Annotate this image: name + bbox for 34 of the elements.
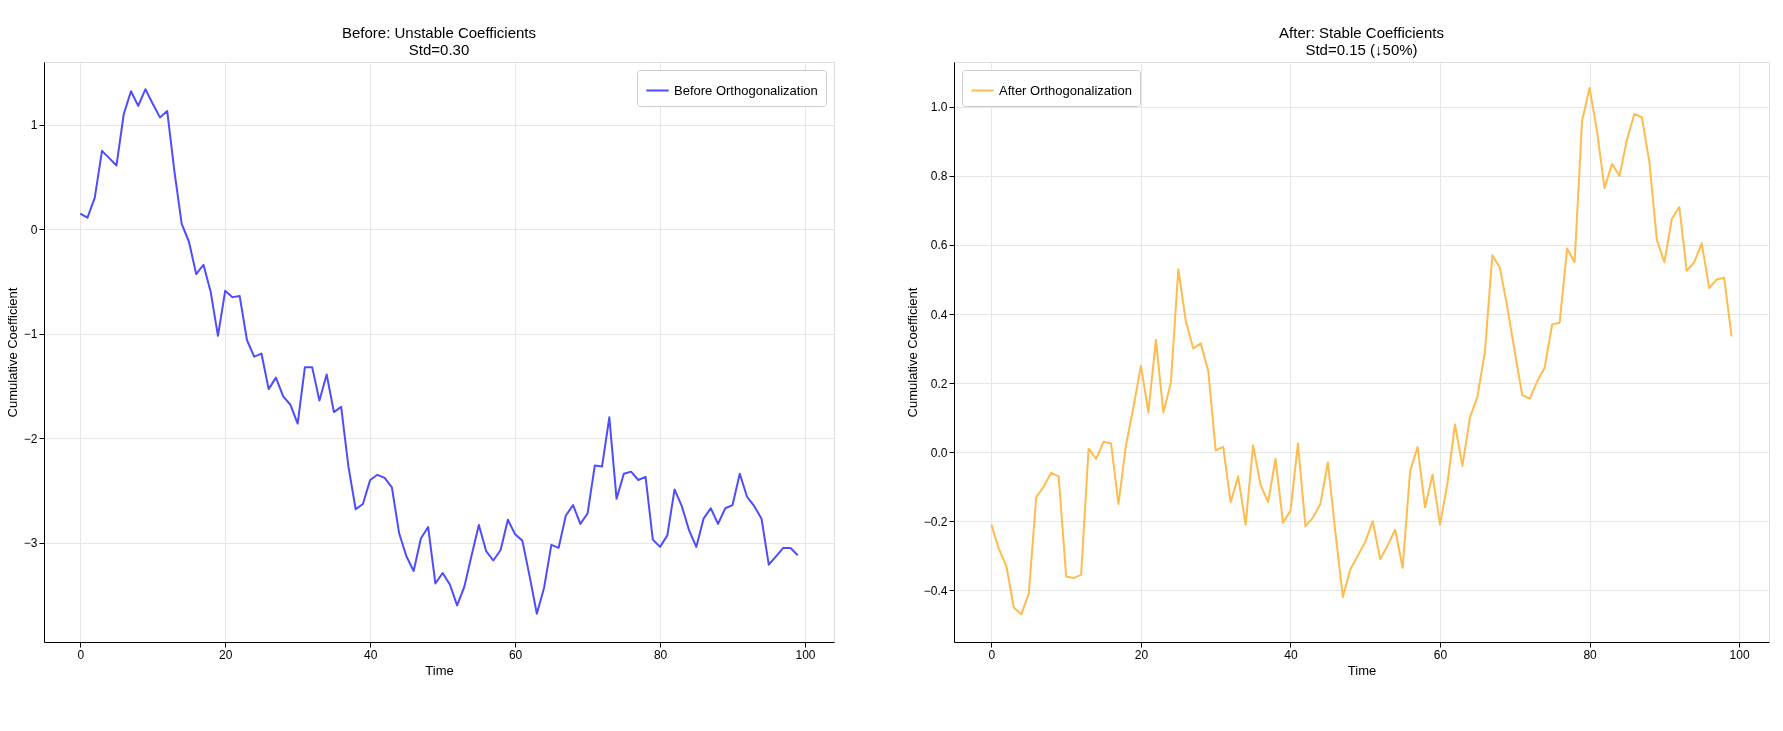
x-tick-label: 20 <box>219 647 233 662</box>
legend-label: Before Orthogonalization <box>674 82 818 98</box>
y-tick-label: −2 <box>23 431 38 446</box>
x-axis-title: Time <box>1347 662 1377 678</box>
x-tick-label: 60 <box>508 647 523 662</box>
y-tick-label: −0.2 <box>923 514 948 529</box>
y-tick-label: 1.0 <box>930 100 948 115</box>
x-tick-label: 80 <box>653 647 668 662</box>
x-axis-title: Time <box>425 662 454 678</box>
y-axis-title: Cumulative Coefficient <box>4 287 20 418</box>
chart-title: After: Stable Coefficients Std=0.15 (↓50%) <box>1279 24 1444 58</box>
y-tick-label: −3 <box>23 536 38 551</box>
y-tick-label: −0.4 <box>923 583 948 598</box>
x-tick-label: 20 <box>1134 647 1149 662</box>
y-tick-label: 0.4 <box>930 307 948 322</box>
chart-title: Before: Unstable Coefficients Std=0.30 <box>342 24 536 58</box>
legend-label: After Orthogonalization <box>999 82 1132 98</box>
y-tick-label: −1 <box>23 327 38 342</box>
x-tick-label: 40 <box>363 647 378 662</box>
y-tick-label: 0.0 <box>930 445 948 460</box>
x-tick-label: 40 <box>1284 647 1298 662</box>
line-series <box>990 86 1733 616</box>
x-tick-label: 0 <box>77 647 85 662</box>
y-tick-label: 1 <box>30 118 38 133</box>
y-tick-label: 0.2 <box>930 376 948 391</box>
x-tick-label: 100 <box>1729 647 1750 662</box>
x-tick-label: 0 <box>988 647 996 662</box>
y-tick-label: 0.8 <box>930 169 948 184</box>
y-axis-title: Cumulative Coefficient <box>904 287 920 418</box>
y-tick-label: 0 <box>30 222 38 237</box>
x-tick-label: 100 <box>795 647 816 662</box>
x-tick-label: 80 <box>1583 647 1598 662</box>
x-tick-label: 60 <box>1433 647 1448 662</box>
y-tick-label: 0.6 <box>930 238 948 253</box>
